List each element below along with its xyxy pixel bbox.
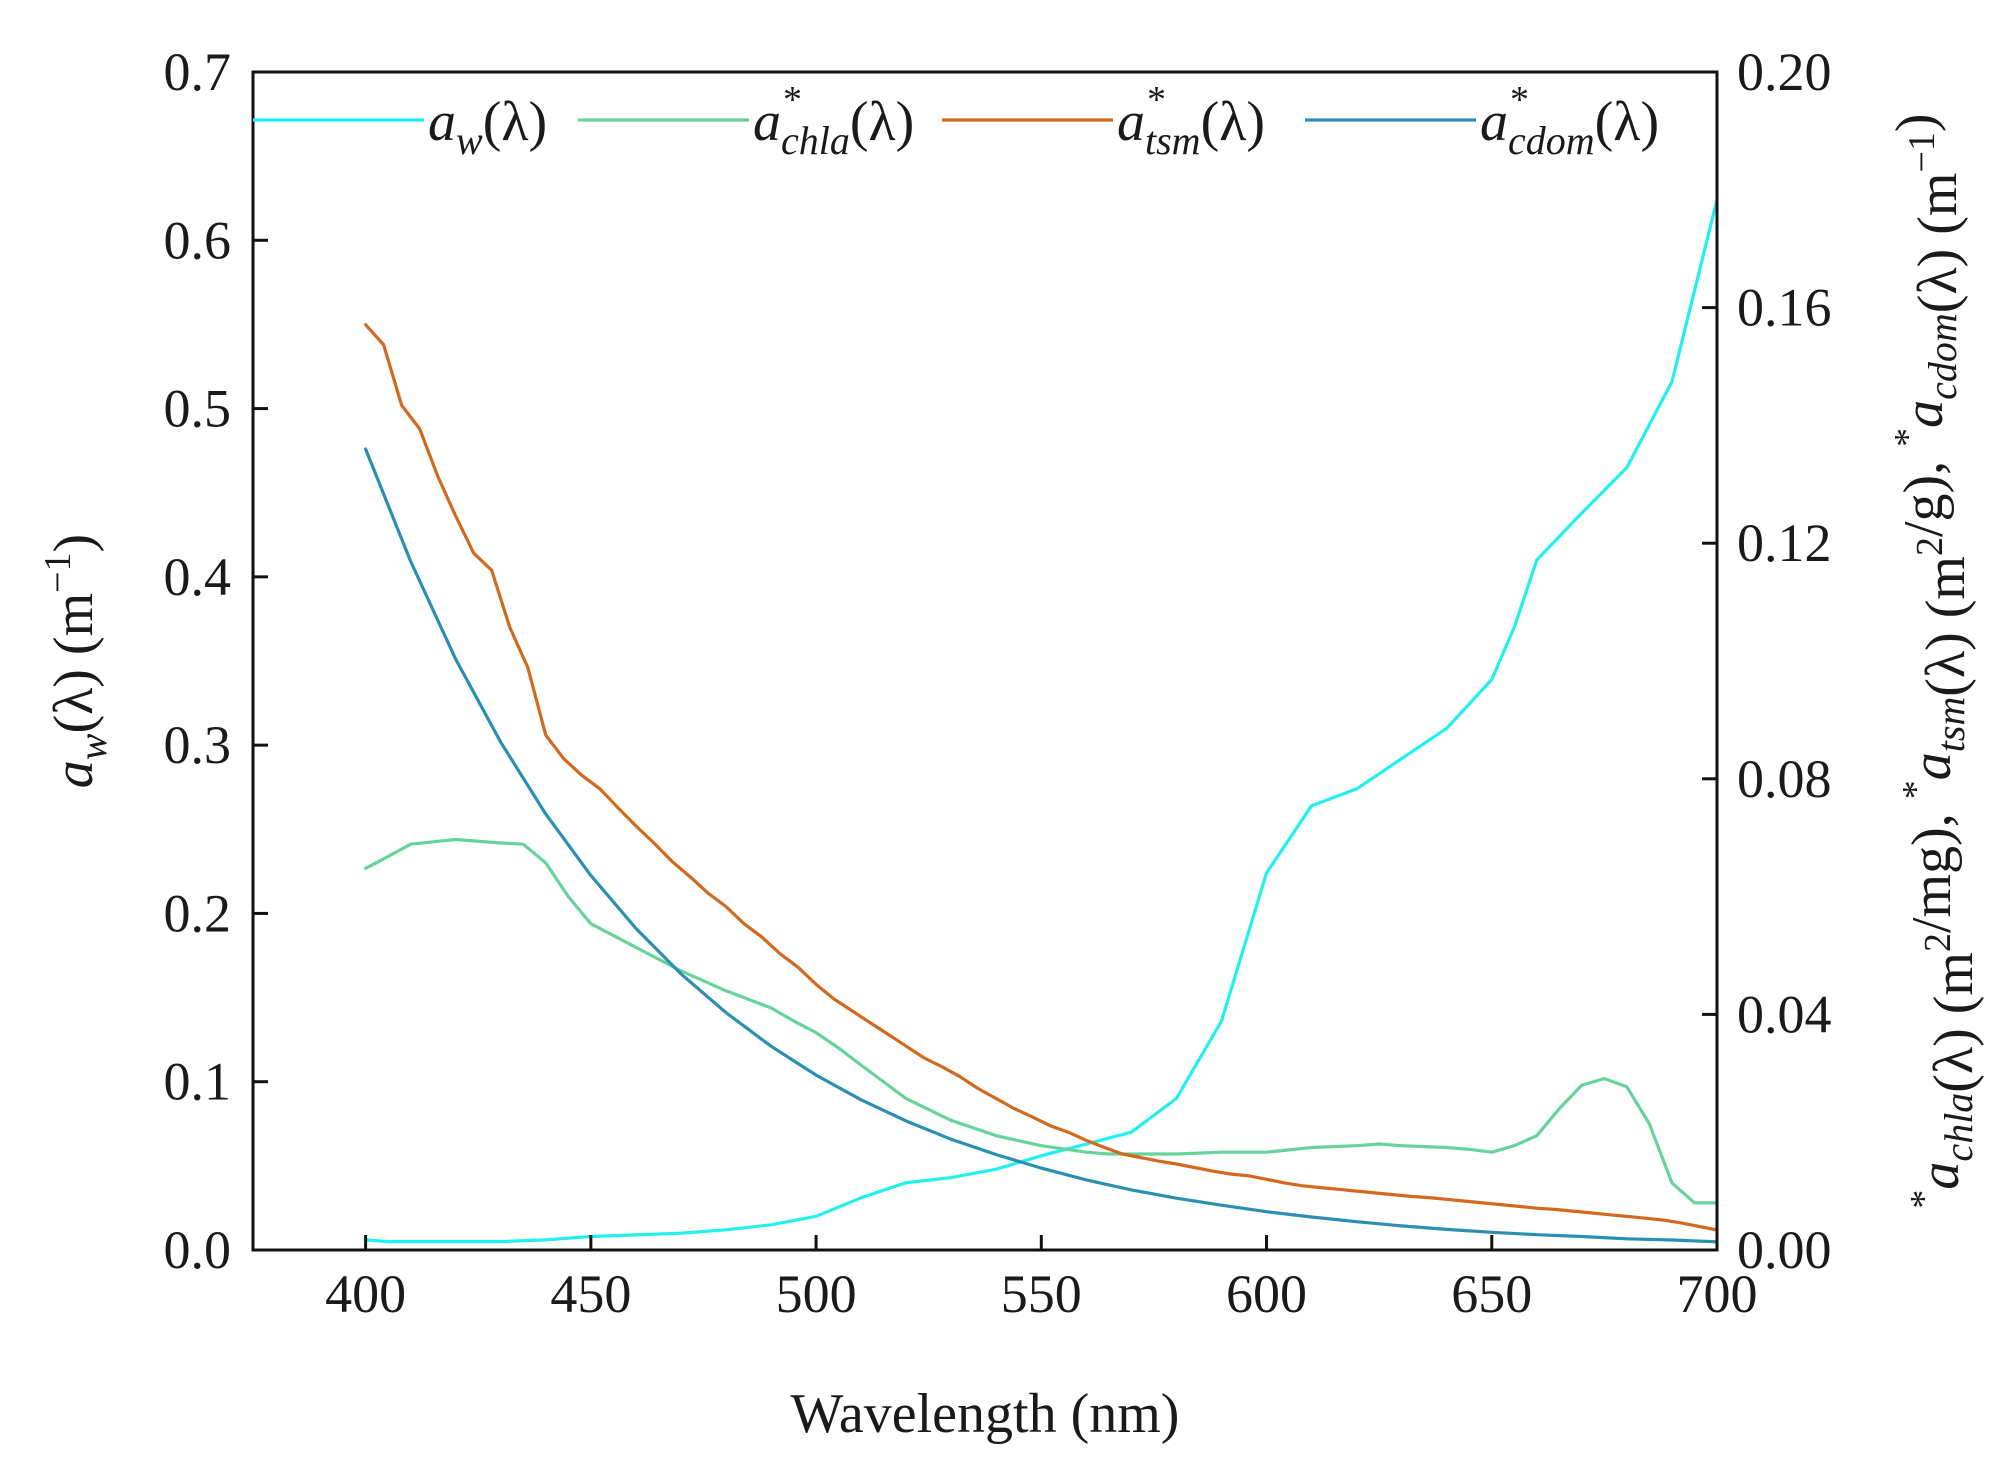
series-line-chla (364, 837, 1719, 1205)
left-y-tick-label: 0.3 (164, 715, 232, 775)
legend-label-tsm: atsm(λ) (1117, 91, 1265, 163)
left-y-tick-label: 0.6 (164, 210, 232, 270)
series-line-tsm (364, 323, 1719, 1232)
legend: aw(λ) achla(λ)* atsm(λ)* acdom(λ)* (253, 79, 1659, 163)
left-y-tick-label: 0.4 (164, 547, 232, 607)
plot-frame (251, 70, 1719, 1252)
legend-label-cdom: acdom(λ) (1480, 91, 1659, 163)
legend-star-cdom: * (1510, 79, 1529, 121)
left-y-tick-label: 0.7 (164, 42, 232, 102)
x-tick-label: 550 (1001, 1264, 1082, 1324)
left-y-tick-label: 0.5 (164, 379, 232, 439)
x-tick-label: 450 (550, 1264, 631, 1324)
x-tick-label: 500 (776, 1264, 857, 1324)
right-y-axis-title-text: *achla(λ) (m2/mg), *atsm(λ) (m2/g), *acd… (1885, 113, 1985, 1208)
right-y-axis-title: *achla(λ) (m2/mg), *atsm(λ) (m2/g), *acd… (1885, 113, 1985, 1208)
legend-star-chla: * (783, 79, 802, 121)
legend-label-chla: achla(λ) (753, 91, 914, 163)
x-tick-label: 650 (1451, 1264, 1532, 1324)
legend-star-tsm: * (1147, 79, 1166, 121)
series-line-aw (364, 198, 1719, 1244)
x-axis-ticks: 400 450 500 550 600 650 700 (325, 1235, 1758, 1324)
legend-label-aw: aw(λ) (428, 91, 547, 163)
left-y-tick-label: 0.0 (164, 1220, 232, 1280)
series-lines (364, 198, 1719, 1244)
right-y-axis-ticks: 0.00 0.04 0.08 0.12 0.16 0.20 (1702, 42, 1832, 1280)
left-y-axis-ticks: 0.0 0.1 0.2 0.3 0.4 0.5 0.6 0.7 (164, 42, 268, 1280)
left-y-tick-label: 0.1 (164, 1052, 232, 1112)
right-y-tick-label: 0.16 (1737, 278, 1832, 338)
left-y-axis-title-text: aw(λ) (m−1) (37, 534, 115, 788)
series-line-cdom (364, 447, 1719, 1244)
right-y-tick-label: 0.04 (1737, 984, 1832, 1044)
right-y-tick-label: 0.12 (1737, 513, 1832, 573)
left-y-tick-label: 0.2 (164, 883, 232, 943)
x-axis-title: Wavelength (nm) (791, 1383, 1180, 1445)
x-tick-label: 400 (325, 1264, 406, 1324)
x-tick-label: 600 (1226, 1264, 1307, 1324)
x-tick-label: 700 (1677, 1264, 1758, 1324)
right-y-tick-label: 0.00 (1737, 1220, 1832, 1280)
left-y-axis-title: aw(λ) (m−1) (37, 534, 115, 788)
right-y-tick-label: 0.20 (1737, 42, 1832, 102)
axes (251, 70, 1719, 1252)
right-y-tick-label: 0.08 (1737, 749, 1832, 809)
